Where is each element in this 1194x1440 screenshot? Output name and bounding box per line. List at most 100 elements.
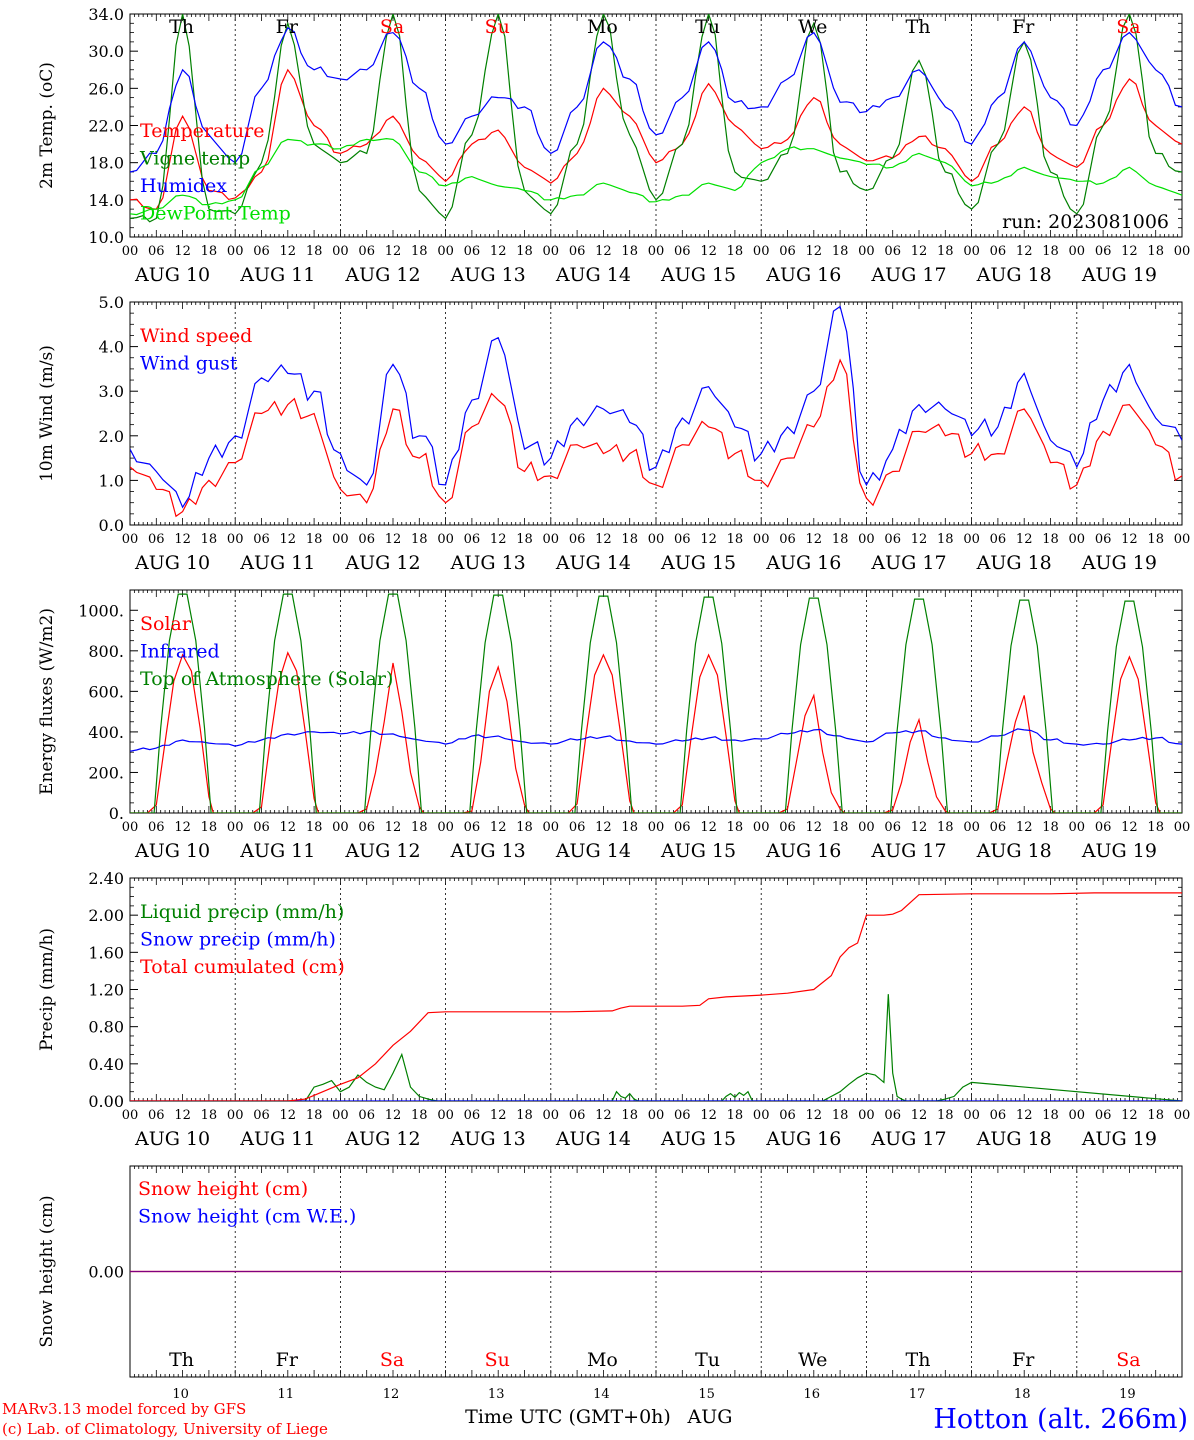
day-number-label: 10 [172, 1387, 189, 1402]
x-hour-label: 18 [937, 1108, 954, 1123]
x-hour-label: 12 [911, 1108, 928, 1123]
x-hour-label: 06 [253, 532, 270, 547]
x-hour-label: 12 [806, 532, 823, 547]
panel-2: 0.0 1.0 2.0 3.0 4.0 5.0 10m Wind (m/s) Wind spe… [37, 293, 1190, 574]
x-hour-label: 12 [806, 1108, 823, 1123]
x-hour-label: 18 [1042, 244, 1059, 259]
y-tick-label: 0.80 [88, 1018, 124, 1037]
x-date-label: AUG 19 [1081, 264, 1157, 286]
y-tick-label: 800. [88, 642, 124, 661]
x-hour-label: 12 [280, 1108, 297, 1123]
x-hour-label: 06 [148, 1108, 165, 1123]
day-number-label: 15 [698, 1387, 715, 1402]
series-line-humidex [130, 27, 1182, 173]
x-hour-label: 00 [227, 1108, 244, 1123]
y-tick-label: 2.0 [99, 427, 124, 446]
x-hour-label: 06 [148, 820, 165, 835]
x-date-label: AUG 18 [976, 1128, 1052, 1150]
day-number-label: 14 [593, 1387, 610, 1402]
legend-entry: Temperature [140, 120, 264, 142]
y-tick-label: 0.0 [99, 516, 124, 535]
x-hour-label: 06 [990, 1108, 1007, 1123]
station-label: Hotton (alt. 266m) [933, 1404, 1188, 1435]
x-hour-label: 06 [884, 532, 901, 547]
x-hour-label: 00 [437, 820, 454, 835]
x-date-label: AUG 13 [450, 264, 526, 286]
x-hour-label: 18 [832, 532, 849, 547]
x-hour-label: 00 [753, 532, 770, 547]
x-hour-label: 06 [569, 1108, 586, 1123]
legend-entry: Wind gust [140, 353, 238, 375]
x-hour-label: 06 [674, 820, 691, 835]
y-tick-label: 1.20 [88, 981, 124, 1000]
x-hour-label: 00 [858, 532, 875, 547]
x-hour-label: 00 [963, 820, 980, 835]
x-hour-label: 00 [543, 1108, 560, 1123]
y-tick-label: 0.00 [88, 1263, 124, 1282]
x-hour-label: 18 [621, 532, 638, 547]
x-hour-label: 06 [884, 820, 901, 835]
x-hour-label: 06 [779, 532, 796, 547]
x-hour-label: 18 [516, 244, 533, 259]
x-hour-label: 18 [411, 820, 428, 835]
series-line-wind-speed [130, 358, 1182, 518]
x-hour-label: 18 [1147, 1108, 1164, 1123]
weekday-label-bottom: Th [906, 1349, 931, 1371]
x-hour-label: 12 [1016, 244, 1033, 259]
x-hour-label: 18 [516, 1108, 533, 1123]
x-hour-label: 06 [884, 244, 901, 259]
x-date-label: AUG 13 [450, 1128, 526, 1150]
y-tick-label: 0. [109, 804, 124, 823]
y-tick-label: 400. [88, 723, 124, 742]
x-hour-label: 12 [385, 532, 402, 547]
x-hour-label: 18 [937, 244, 954, 259]
x-hour-label: 06 [464, 1108, 481, 1123]
x-hour-label: 12 [385, 820, 402, 835]
x-hour-label: 06 [253, 1108, 270, 1123]
x-hour-label: 06 [569, 532, 586, 547]
series-line-vigne-temp [130, 14, 1182, 223]
series-group [130, 14, 1182, 223]
x-hour-label: 06 [990, 532, 1007, 547]
x-hour-label: 06 [464, 532, 481, 547]
x-date-label: AUG 10 [134, 264, 210, 286]
x-date-label: AUG 13 [450, 840, 526, 862]
y-tick-label: 4.0 [99, 338, 124, 357]
x-hour-label: 18 [937, 532, 954, 547]
x-hour-label: 06 [358, 1108, 375, 1123]
x-hour-label: 06 [464, 820, 481, 835]
series-line-liquid-precip-mm-h [130, 994, 1182, 1101]
x-axis-month: AUG [687, 1406, 733, 1428]
weekday-label-bottom: Tu [695, 1349, 720, 1371]
x-hour-label: 18 [832, 244, 849, 259]
x-hour-label: 12 [806, 244, 823, 259]
weekday-label-bottom: Sa [1116, 1349, 1140, 1371]
x-hour-label: 06 [674, 532, 691, 547]
x-hour-label: 12 [385, 244, 402, 259]
day-number-label: 19 [1119, 1387, 1136, 1402]
y-tick-label: 18.0 [88, 154, 124, 173]
x-hour-label: 00 [227, 532, 244, 547]
x-date-label: AUG 17 [870, 264, 946, 286]
series-group [130, 892, 1182, 1101]
x-hour-label: 12 [700, 1108, 717, 1123]
x-hour-label: 12 [174, 532, 191, 547]
x-hour-label: 00 [227, 244, 244, 259]
x-hour-label: 18 [306, 820, 323, 835]
x-date-label: AUG 18 [976, 552, 1052, 574]
x-hour-label: 00 [648, 1108, 665, 1123]
x-date-label: AUG 11 [239, 552, 315, 574]
x-hour-label: 06 [253, 820, 270, 835]
x-hour-label: 00 [963, 1108, 980, 1123]
x-hour-label: 06 [674, 244, 691, 259]
x-hour-label: 00 [227, 820, 244, 835]
x-hour-label: 00 [1174, 820, 1191, 835]
footer-model-credit: MARv3.13 model forced by GFS [2, 1400, 246, 1418]
x-hour-label: 18 [201, 532, 218, 547]
x-hour-label: 06 [779, 244, 796, 259]
x-hour-label: 18 [411, 532, 428, 547]
x-hour-label: 00 [122, 1108, 139, 1123]
x-hour-label: 00 [1174, 244, 1191, 259]
x-hour-label: 00 [122, 820, 139, 835]
x-date-label: AUG 14 [555, 840, 631, 862]
